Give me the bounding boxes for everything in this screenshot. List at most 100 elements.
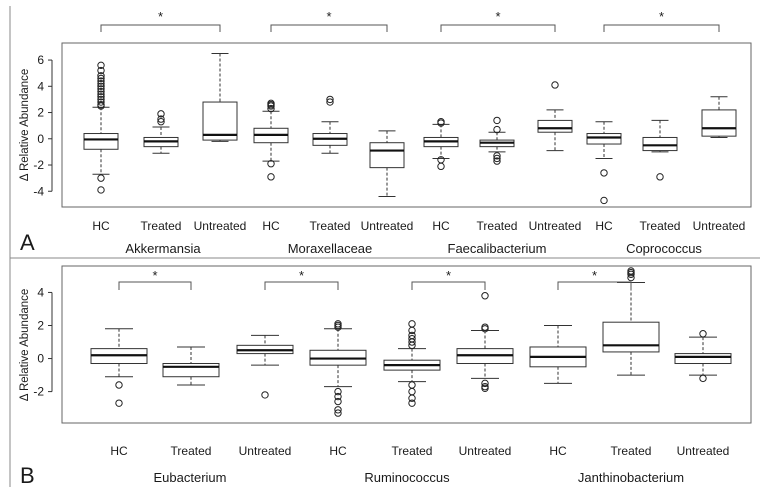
panel-b-plot-area: [61, 265, 752, 424]
category-label: Untreated: [529, 219, 582, 233]
outlier-point: [157, 118, 165, 126]
outlier-point: [627, 267, 635, 275]
significance-bracket: [440, 24, 556, 32]
category-label: HC: [595, 219, 613, 233]
outlier-point: [97, 100, 105, 109]
y-tick-label: 0: [37, 132, 44, 146]
outlier-point: [334, 397, 342, 406]
outlier-point: [334, 406, 342, 414]
outlier-point: [656, 173, 664, 181]
panel-b-marks: -2 0 2 4 HC Treated Untreated HC Treated Untreate…: [33, 267, 732, 485]
category-label: Untreated: [459, 444, 512, 458]
box-group: [369, 130, 405, 198]
outlier-point: [408, 394, 416, 402]
group-label: Moraxellaceae: [288, 241, 373, 256]
y-tick-label: 2: [37, 106, 44, 120]
box-group: [586, 121, 622, 205]
outlier-point: [493, 125, 501, 134]
significance-bracket: [264, 281, 339, 290]
outlier-point: [97, 77, 105, 85]
box-group: [202, 52, 238, 142]
significance-star: *: [152, 268, 157, 283]
outlier-point: [699, 330, 707, 338]
outlier-point: [408, 387, 416, 396]
box-group: [529, 324, 587, 384]
y-tick-label: 0: [37, 352, 44, 366]
box-group: [236, 334, 294, 399]
outlier-point: [97, 98, 105, 106]
outlier-point: [97, 72, 105, 80]
outlier-point: [334, 387, 342, 396]
outlier-point: [481, 384, 489, 392]
outlier-point: [97, 186, 105, 194]
significance-bracket: [100, 24, 221, 32]
outlier-point: [326, 95, 334, 104]
outlier-point: [600, 196, 608, 205]
outlier-point: [267, 160, 275, 168]
significance-star: *: [158, 9, 163, 24]
outlier-point: [408, 331, 416, 340]
significance-bracket: [270, 24, 388, 32]
y-tick-label: -2: [33, 385, 44, 399]
outlier-point: [408, 399, 416, 407]
outlier-point: [334, 320, 342, 328]
group-label: Coprococcus: [626, 241, 702, 256]
box-group: [537, 81, 573, 152]
category-label: Untreated: [693, 219, 746, 233]
group-label: Ruminococcus: [364, 470, 450, 485]
category-label: HC: [262, 219, 280, 233]
box-group: [642, 119, 678, 181]
outlier-point: [437, 118, 445, 126]
outlier-point: [437, 162, 445, 171]
outlier-point: [97, 82, 105, 90]
box-group: [456, 292, 514, 392]
category-label: Treated: [477, 219, 518, 233]
y-tick-label: -2: [33, 158, 44, 172]
panel-a-y-axis-title: Δ Relative Abundance: [19, 69, 31, 182]
category-label: Treated: [171, 444, 212, 458]
group-label: Faecalibacterium: [448, 241, 547, 256]
significance-bracket: [557, 281, 632, 290]
significance-bracket: [118, 281, 192, 290]
outlier-point: [493, 116, 501, 125]
outlier-point: [97, 66, 105, 75]
box-iqr: [537, 119, 573, 133]
box-iqr: [162, 363, 220, 378]
y-tick-label: 2: [37, 318, 44, 332]
category-label: Untreated: [239, 444, 292, 458]
significance-star: *: [326, 9, 331, 24]
category-label: HC: [432, 219, 450, 233]
outlier-point: [493, 152, 501, 160]
outlier-point: [481, 292, 489, 300]
outlier-point: [115, 381, 123, 389]
panel-b-y-axis-title: Δ Relative Abundance: [19, 289, 31, 402]
significance-bracket: [603, 24, 720, 32]
box-group: [602, 267, 660, 376]
outlier-point: [97, 95, 105, 104]
category-label: Treated: [611, 444, 652, 458]
outlier-point: [326, 98, 334, 106]
outlier-point: [261, 391, 269, 399]
outlier-point: [115, 399, 123, 407]
box-group: [253, 99, 289, 181]
significance-star: *: [495, 9, 500, 24]
box-group: [312, 95, 348, 154]
outlier-point: [493, 154, 501, 163]
box-group: [674, 330, 732, 383]
category-label: HC: [549, 444, 567, 458]
y-tick-label: 4: [37, 285, 44, 299]
panel-b: B Δ Relative Abundance -2 0 2 4 HC Treated Unt…: [19, 265, 752, 488]
outlier-point: [699, 374, 707, 383]
y-tick-label: 4: [37, 79, 44, 93]
outlier-point: [493, 157, 501, 165]
box-group: [83, 61, 119, 194]
category-label: Untreated: [677, 444, 730, 458]
category-label: Treated: [310, 219, 351, 233]
outlier-point: [97, 87, 105, 96]
outlier-point: [267, 99, 275, 108]
box-group: [143, 110, 179, 154]
outlier-point: [97, 93, 105, 101]
y-tick-label: -4: [33, 184, 44, 198]
category-label: Treated: [392, 444, 433, 458]
category-label: HC: [92, 219, 110, 233]
